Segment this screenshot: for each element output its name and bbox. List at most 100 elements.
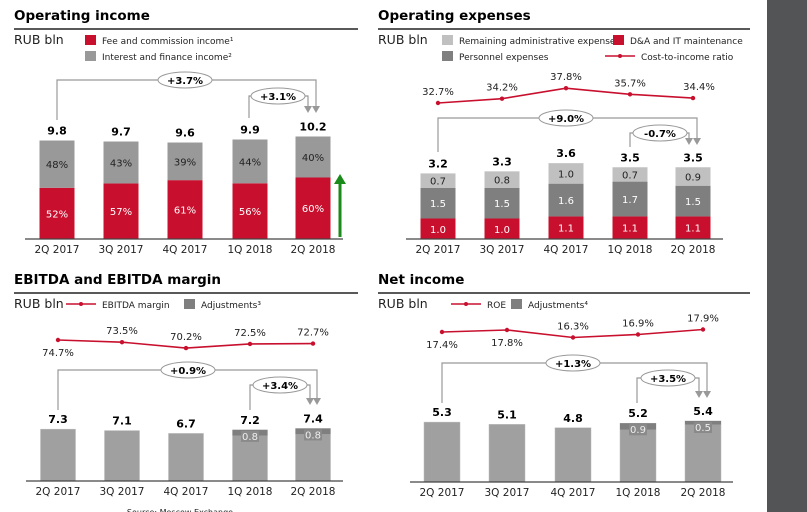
line-marker <box>183 345 189 351</box>
bar-total-label: 3.2 <box>428 157 448 170</box>
growth-label: -0.7% <box>644 129 676 140</box>
adjustment-label: 0.9 <box>630 425 646 436</box>
legend-swatch <box>442 35 453 45</box>
bar-total-label: 3.3 <box>492 155 512 168</box>
growth-arrow-icon <box>312 106 320 113</box>
bar-total-label: 10.2 <box>299 120 326 133</box>
legend-marker <box>79 302 83 306</box>
legend-label: Fee and commission income¹ <box>102 37 234 47</box>
legend-swatch <box>85 51 96 61</box>
segment-label: 1.1 <box>622 224 638 235</box>
category-label: 2Q 2018 <box>670 244 715 256</box>
line-marker <box>635 332 641 337</box>
segment-label: 1.0 <box>430 225 446 236</box>
bar <box>554 427 592 483</box>
growth-badge <box>252 376 308 394</box>
segment-label: 48% <box>46 160 68 171</box>
chart-title: Operating expenses <box>378 8 531 24</box>
bar-segment-personnel <box>420 187 456 219</box>
segment-label: 57% <box>110 207 132 218</box>
segment-label: 1.5 <box>494 199 510 210</box>
segment-label: 39% <box>174 157 196 168</box>
bar-segment-interest <box>167 142 203 181</box>
category-label: 3Q 2017 <box>484 487 529 499</box>
bar-total-label: 7.2 <box>240 414 260 427</box>
line-value-label: 73.5% <box>106 326 138 337</box>
growth-label: +3.4% <box>262 381 298 392</box>
bar-total-label: 9.6 <box>175 127 195 140</box>
bar-total-label: 5.4 <box>693 405 713 418</box>
category-label: 3Q 2017 <box>99 486 144 498</box>
segment-label: 56% <box>239 207 261 218</box>
growth-label: +0.9% <box>170 366 206 377</box>
category-label: 3Q 2017 <box>479 244 524 256</box>
unit-label: RUB bln <box>14 32 64 47</box>
legend-label: ROE <box>487 301 506 311</box>
legend-label: Interest and finance income² <box>102 53 232 63</box>
line-marker <box>627 92 633 97</box>
growth-label: +3.5% <box>650 374 686 385</box>
bar-segment-personnel <box>548 183 584 217</box>
line-value-label: 72.5% <box>234 328 266 339</box>
line-value-label: 32.7% <box>422 87 454 98</box>
adjustment-label-box <box>304 429 322 441</box>
line-marker <box>504 327 510 333</box>
bar-segment-admin <box>420 173 456 188</box>
bar-segment-interest <box>232 139 268 184</box>
segment-label: 61% <box>174 206 196 217</box>
green-up-arrow-head-icon <box>334 174 346 184</box>
legend-swatch <box>85 35 96 45</box>
line-value-label: 34.4% <box>683 82 715 93</box>
line-value-label: 16.3% <box>557 322 589 333</box>
category-label: 2Q 2017 <box>35 486 80 498</box>
legend-label: Adjustments³ <box>201 301 261 311</box>
line-value-label: 34.2% <box>486 83 518 94</box>
segment-label: 44% <box>239 157 261 168</box>
bar-segment-admin <box>484 171 520 188</box>
segment-label: 43% <box>110 158 132 169</box>
line-marker <box>55 337 61 343</box>
adjustment-label-box <box>694 421 712 433</box>
bar-segment-personnel <box>484 187 520 219</box>
growth-badge <box>538 109 594 127</box>
line-marker <box>570 335 576 340</box>
legend-swatch <box>511 299 522 309</box>
bar-segment-da-it <box>612 216 648 239</box>
line-marker <box>119 339 125 345</box>
bar-segment-interest <box>103 141 139 184</box>
bar-segment-interest <box>295 136 331 178</box>
segment-label: 40% <box>302 153 324 164</box>
bar-segment-fee <box>295 177 331 239</box>
adjustment-label: 0.8 <box>242 432 258 443</box>
source-note: Source: Moscow Exchange <box>127 508 233 512</box>
growth-arrow-icon <box>703 391 711 398</box>
line-value-label: 16.9% <box>622 319 654 330</box>
growth-label: +1.3% <box>555 359 591 370</box>
legend-swatch <box>442 51 453 61</box>
category-label: 2Q 2017 <box>419 487 464 499</box>
bar-segment-admin <box>675 167 711 186</box>
legend-marker <box>464 302 468 306</box>
category-label: 2Q 2018 <box>290 244 335 256</box>
growth-arrow-icon <box>693 138 701 145</box>
category-label: 4Q 2017 <box>543 244 588 256</box>
segment-label: 1.1 <box>558 224 574 235</box>
line-marker <box>310 341 316 346</box>
growth-badge <box>632 124 688 142</box>
bar <box>488 424 526 483</box>
bar-segment-admin <box>548 163 584 184</box>
growth-badge <box>545 354 601 372</box>
bar-total-label: 4.8 <box>563 412 583 425</box>
bar-segment-personnel <box>675 185 711 217</box>
adjustment-label-box <box>241 430 259 442</box>
growth-badge <box>640 369 696 387</box>
category-label: 1Q 2018 <box>227 244 272 256</box>
category-label: 2Q 2018 <box>290 486 335 498</box>
bar <box>423 421 461 483</box>
bar-segment-fee <box>103 183 139 239</box>
bar-segment-da-it <box>675 216 711 239</box>
segment-label: 1.5 <box>685 197 701 208</box>
segment-label: 0.7 <box>430 177 446 188</box>
line-marker <box>435 100 441 106</box>
segment-label: 52% <box>46 209 68 220</box>
